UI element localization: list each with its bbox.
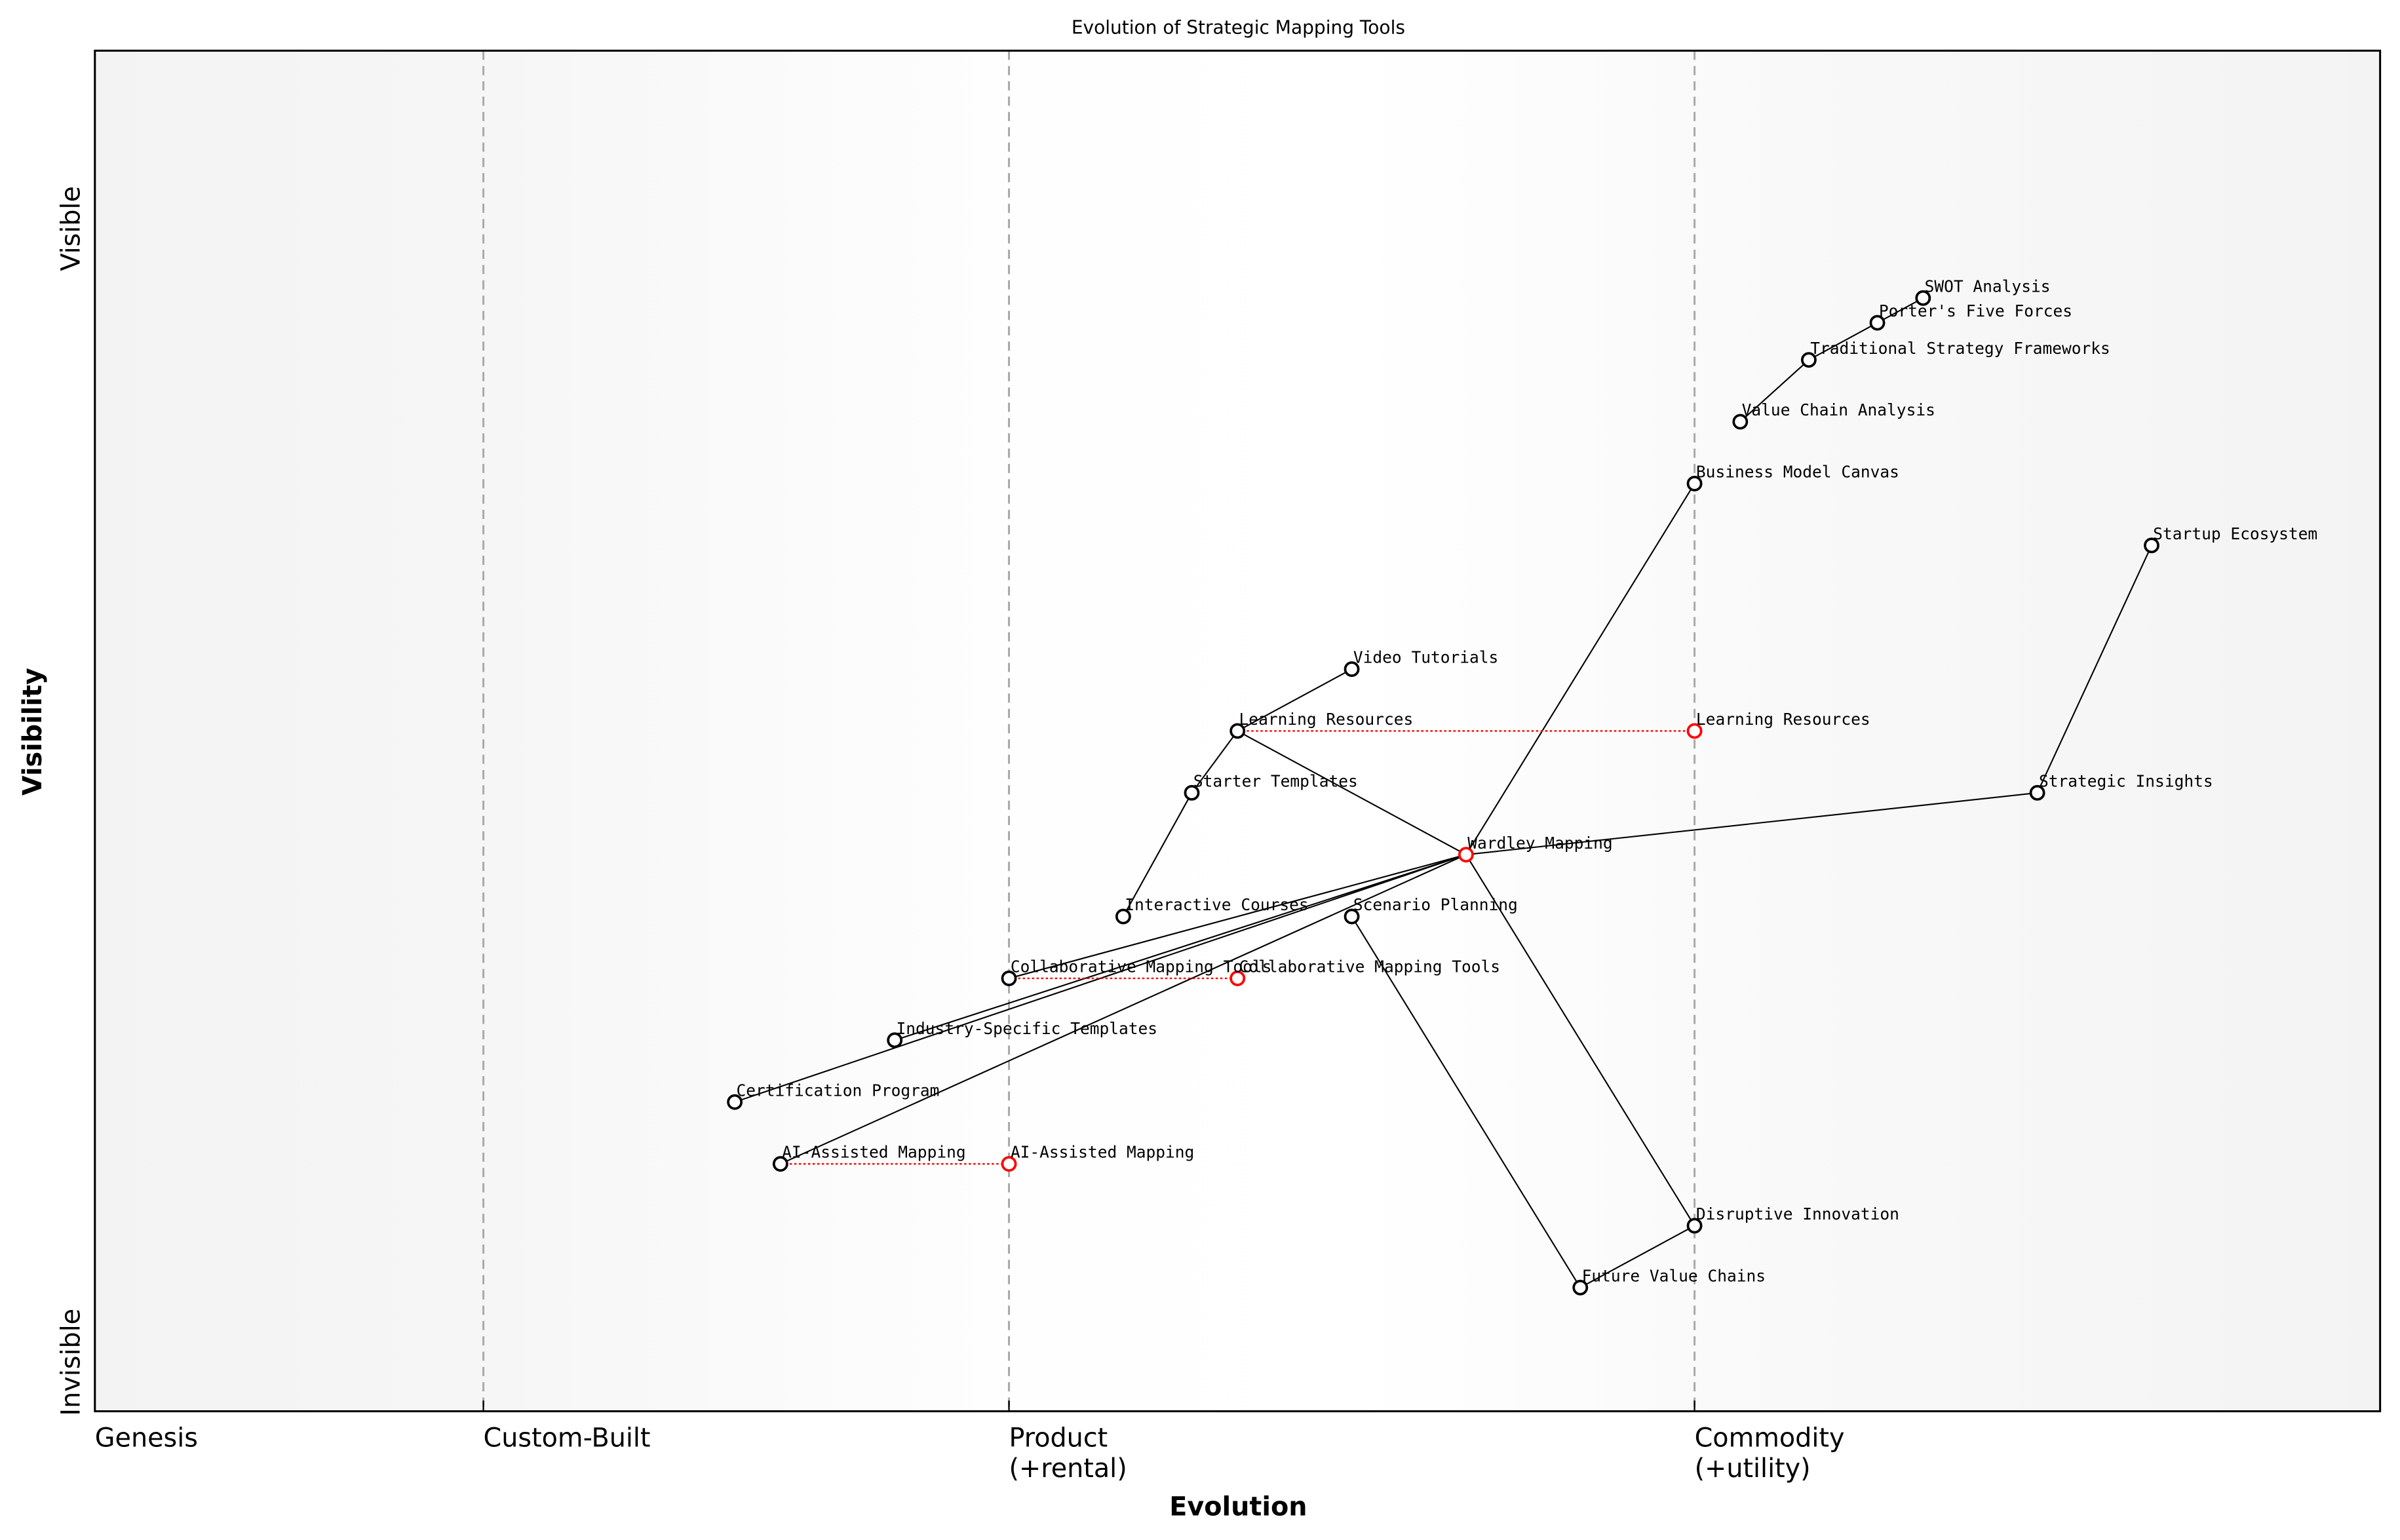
node-label-interactive-courses: Interactive Courses [1125, 895, 1308, 914]
edge-starter-templates-to-interactive-courses [1122, 792, 1193, 917]
evolved-node-ai-assisted-mapping[interactable] [1001, 1156, 1017, 1172]
edge-scenario-planning-to-future-value-chains [1351, 916, 1581, 1288]
node-label-certification-program: Certification Program [736, 1081, 939, 1100]
y-top-label: Visible [56, 186, 86, 271]
edge-value-chain-analysis-to-traditional-strategy-frameworks [1739, 359, 1810, 423]
node-value-chain-analysis[interactable] [1732, 414, 1749, 430]
node-label-collaborative-mapping-tools: Collaborative Mapping Tools [1011, 957, 1272, 976]
node-label-traditional-strategy-frameworks: Traditional Strategy Frameworks [1810, 339, 2110, 358]
edge-wardley-mapping-to-certification-program [734, 854, 1467, 1103]
x-axis-label: Evolution [1169, 1492, 1307, 1522]
node-label-learning-resources: Learning Resources [1239, 710, 1414, 729]
evolved-node-collaborative-mapping-tools[interactable] [1229, 971, 1246, 986]
node-strategic-insights[interactable] [2029, 784, 2045, 801]
node-label-swot-analysis: SWOT Analysis [1925, 277, 2051, 296]
y-bottom-label: Invisible [56, 1309, 86, 1416]
stage-label-genesis: Genesis [95, 1423, 198, 1453]
node-wardley-mapping[interactable] [1458, 847, 1474, 863]
node-label-disruptive-innovation: Disruptive Innovation [1696, 1204, 1899, 1223]
node-label-future-value-chains: Future Value Chains [1582, 1266, 1766, 1285]
node-label-wardley-mapping: Wardley Mapping [1467, 834, 1612, 853]
node-label-scenario-planning: Scenario Planning [1353, 895, 1518, 914]
node-label-starter-templates: Starter Templates [1193, 771, 1358, 790]
edge-learning-resources-to-video-tutorials [1237, 668, 1353, 732]
node-label-value-chain-analysis: Value Chain Analysis [1742, 400, 1935, 419]
plot-frame [94, 49, 2382, 1413]
node-label-startup-ecosystem: Startup Ecosystem [2153, 524, 2317, 543]
node-business-model-canvas[interactable] [1686, 476, 1703, 491]
node-label-porter-s-five-forces: Porter's Five Forces [1879, 301, 2072, 320]
edge-wardley-mapping-to-collaborative-mapping-tools [1009, 854, 1467, 979]
edge-wardley-mapping-to-industry-specific-templates [894, 854, 1467, 1041]
node-certification-program[interactable] [727, 1094, 743, 1110]
stage-label-product: Product [1009, 1423, 1108, 1453]
node-label-industry-specific-templates: Industry-Specific Templates [897, 1019, 1158, 1038]
edge-wardley-mapping-to-strategic-insights [1465, 792, 2038, 856]
edge-wardley-mapping-to-learning-resources [1237, 730, 1467, 856]
node-label-business-model-canvas: Business Model Canvas [1696, 463, 1899, 482]
node-collaborative-mapping-tools[interactable] [1001, 971, 1017, 986]
node-starter-templates[interactable] [1184, 784, 1200, 801]
node-traditional-strategy-frameworks[interactable] [1801, 352, 1817, 368]
node-ai-assisted-mapping[interactable] [772, 1156, 788, 1172]
evolved-label-collaborative-mapping-tools: Collaborative Mapping Tools [1239, 957, 1501, 976]
node-disruptive-innovation[interactable] [1686, 1218, 1703, 1234]
edge-future-value-chains-to-disruptive-innovation [1579, 1225, 1695, 1288]
stage-label-custom-built: Custom-Built [484, 1423, 651, 1453]
node-porter-s-five-forces[interactable] [1869, 315, 1886, 331]
node-startup-ecosystem[interactable] [2144, 537, 2159, 554]
node-interactive-courses[interactable] [1115, 908, 1131, 925]
node-learning-resources[interactable] [1229, 723, 1246, 739]
edge-traditional-strategy-frameworks-to-porter-s-five-forces [1808, 322, 1878, 361]
node-future-value-chains[interactable] [1572, 1279, 1589, 1296]
stage-label-commodity: Commodity [1695, 1423, 1845, 1453]
chart-title: Evolution of Strategic Mapping Tools [1072, 17, 1405, 39]
node-label-ai-assisted-mapping: AI-Assisted Mapping [782, 1143, 965, 1162]
evolved-label-ai-assisted-mapping: AI-Assisted Mapping [1011, 1143, 1194, 1162]
node-label-strategic-insights: Strategic Insights [2039, 771, 2213, 790]
edge-porter-s-five-forces-to-swot-analysis [1877, 297, 1924, 324]
y-axis-label: Visibility [18, 668, 48, 796]
stage-sublabel-product: (+rental) [1009, 1453, 1127, 1484]
stage-sublabel-commodity: (+utility) [1695, 1453, 1811, 1484]
evolved-node-learning-resources[interactable] [1686, 723, 1703, 739]
evolved-label-learning-resources: Learning Resources [1696, 710, 1870, 729]
node-swot-analysis[interactable] [1915, 290, 1931, 306]
node-industry-specific-templates[interactable] [887, 1032, 903, 1049]
node-video-tutorials[interactable] [1344, 661, 1360, 677]
node-scenario-planning[interactable] [1344, 908, 1360, 925]
edge-strategic-insights-to-startup-ecosystem [2036, 545, 2152, 794]
edge-wardley-mapping-to-ai-assisted-mapping [780, 854, 1467, 1165]
edge-wardley-mapping-to-disruptive-innovation [1465, 854, 1695, 1226]
edge-wardley-mapping-to-business-model-canvas [1465, 483, 1695, 855]
node-label-video-tutorials: Video Tutorials [1353, 648, 1498, 667]
edge-learning-resources-to-starter-templates [1191, 730, 1239, 794]
